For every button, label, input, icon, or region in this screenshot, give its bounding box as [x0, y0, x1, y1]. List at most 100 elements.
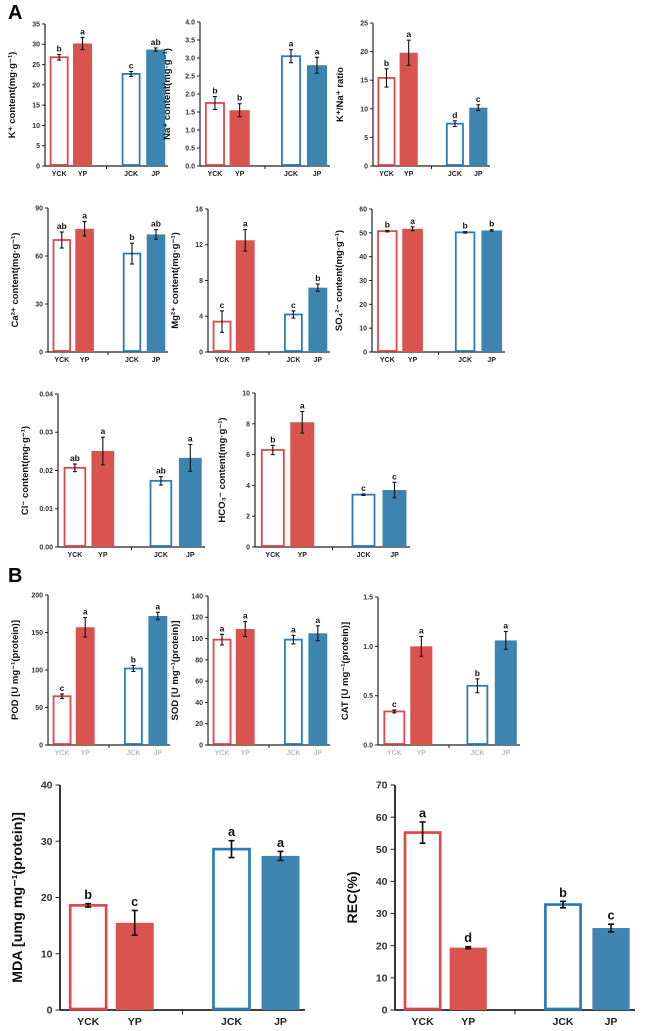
x-tick-label: JP — [151, 171, 160, 178]
y-tick-label: 10 — [376, 973, 388, 985]
significance-letter: a — [188, 433, 193, 443]
y-tick-label: 35 — [32, 21, 40, 28]
x-tick-label: JP — [314, 750, 323, 757]
x-tick-label: JCK — [286, 357, 300, 364]
bar-yp — [449, 947, 487, 1010]
significance-letter: d — [464, 930, 472, 945]
y-tick-label: 20 — [359, 302, 367, 309]
y-tick-label: 150 — [31, 630, 43, 637]
bar-jck — [544, 903, 582, 1011]
bar-yp — [402, 228, 423, 352]
x-tick-label: YCK — [215, 357, 230, 364]
y-tick-label: 0.04 — [39, 391, 53, 398]
significance-letter: c — [131, 894, 138, 909]
y-tick-label: 2 — [246, 514, 250, 521]
bar-jck — [149, 479, 173, 547]
x-tick-label: YP — [404, 171, 414, 178]
x-tick-label: YCK — [387, 750, 402, 757]
y-tick-label: 100 — [191, 636, 203, 643]
significance-letter: a — [300, 400, 305, 410]
bar-yp — [290, 422, 315, 547]
significance-letter: b — [475, 668, 480, 678]
x-tick-label: YCK — [412, 1016, 435, 1028]
y-tick-label: 30 — [32, 42, 40, 49]
x-tick-label: JCK — [125, 357, 139, 364]
panel-label-b: B — [8, 565, 23, 587]
y-tick-label: 8 — [199, 278, 203, 285]
y-tick-label: 20 — [41, 892, 53, 904]
panel-label-a: A — [8, 2, 23, 24]
significance-letter: a — [410, 216, 415, 226]
significance-letter: c — [129, 60, 134, 70]
y-axis-label: REC(%) — [345, 871, 361, 924]
bar-jck — [284, 313, 303, 352]
x-tick-label: JP — [154, 750, 163, 757]
x-tick-label: YP — [235, 171, 245, 178]
y-tick-label: 0 — [36, 163, 40, 170]
bar-jp — [261, 855, 300, 1010]
y-tick-label: 4 — [246, 483, 250, 490]
significance-letter: c — [291, 300, 296, 310]
significance-letter: c — [220, 300, 225, 310]
y-tick-label: 20 — [376, 940, 388, 952]
significance-letter: c — [392, 471, 397, 481]
bar-yck — [383, 710, 406, 745]
x-tick-label: YCK — [380, 357, 395, 364]
significance-letter: a — [243, 611, 248, 621]
y-tick-label: 0.5 — [363, 693, 373, 700]
y-tick-label: 0.01 — [39, 506, 53, 513]
significance-letter: ab — [151, 37, 161, 47]
significance-letter: c — [361, 483, 366, 493]
y-axis-label: K⁺/Na⁺ ratio — [335, 67, 346, 122]
y-tick-label: 50 — [35, 705, 43, 712]
x-tick-label: YP — [298, 552, 308, 559]
significance-letter: a — [83, 607, 88, 617]
x-tick-label: JCK — [154, 552, 168, 559]
y-tick-label: 0 — [199, 742, 203, 749]
y-tick-label: 25 — [360, 20, 368, 27]
y-axis-label: SO₄²⁻ content(mg·g⁻¹) — [334, 230, 345, 331]
x-tick-label: JCK — [124, 171, 138, 178]
significance-letter: ab — [151, 219, 161, 229]
significance-letter: a — [315, 615, 320, 625]
x-tick-label: JP — [274, 1016, 287, 1028]
y-tick-label: 0 — [382, 1005, 388, 1017]
y-tick-label: 70 — [376, 780, 388, 792]
y-axis-label: SOD [U mg⁻¹(protein)] — [170, 620, 181, 720]
bar-jp — [469, 107, 488, 166]
significance-letter: a — [155, 601, 160, 611]
y-tick-label: 1.0 — [363, 644, 373, 651]
y-tick-label: 8 — [246, 421, 250, 428]
x-tick-label: YP — [128, 1016, 142, 1028]
y-tick-label: 200 — [31, 592, 43, 599]
y-tick-label: 5 — [36, 143, 40, 150]
y-tick-label: 20 — [195, 721, 203, 728]
x-tick-label: YCK — [77, 1016, 100, 1028]
y-tick-label: 20 — [360, 49, 368, 56]
bar-jp — [308, 633, 328, 745]
bar-jck — [124, 667, 143, 745]
significance-letter: a — [503, 621, 508, 631]
x-tick-label: JCK — [126, 750, 140, 757]
x-tick-label: YP — [78, 171, 88, 178]
y-tick-label: 2.0 — [185, 91, 195, 98]
y-tick-label: 0.0 — [185, 163, 195, 170]
y-tick-label: 60 — [376, 812, 388, 824]
bar-jp — [178, 457, 202, 547]
x-tick-label: JCK — [284, 171, 298, 178]
bar-jck — [284, 638, 303, 745]
y-tick-label: 0 — [39, 742, 43, 749]
x-tick-label: JP — [502, 750, 511, 757]
significance-letter: a — [82, 211, 87, 221]
significance-letter: a — [243, 219, 248, 229]
x-tick-label: JP — [314, 357, 323, 364]
significance-letter: a — [277, 835, 285, 850]
x-tick-label: JP — [313, 171, 322, 178]
significance-letter: b — [559, 885, 567, 900]
y-tick-label: 20 — [32, 82, 40, 89]
x-tick-label: YCK — [54, 357, 69, 364]
x-tick-label: JCK — [458, 357, 472, 364]
significance-letter: a — [220, 623, 225, 633]
y-axis-label: CAT [U mg⁻¹(protein)] — [340, 622, 351, 720]
significance-letter: b — [270, 434, 275, 444]
